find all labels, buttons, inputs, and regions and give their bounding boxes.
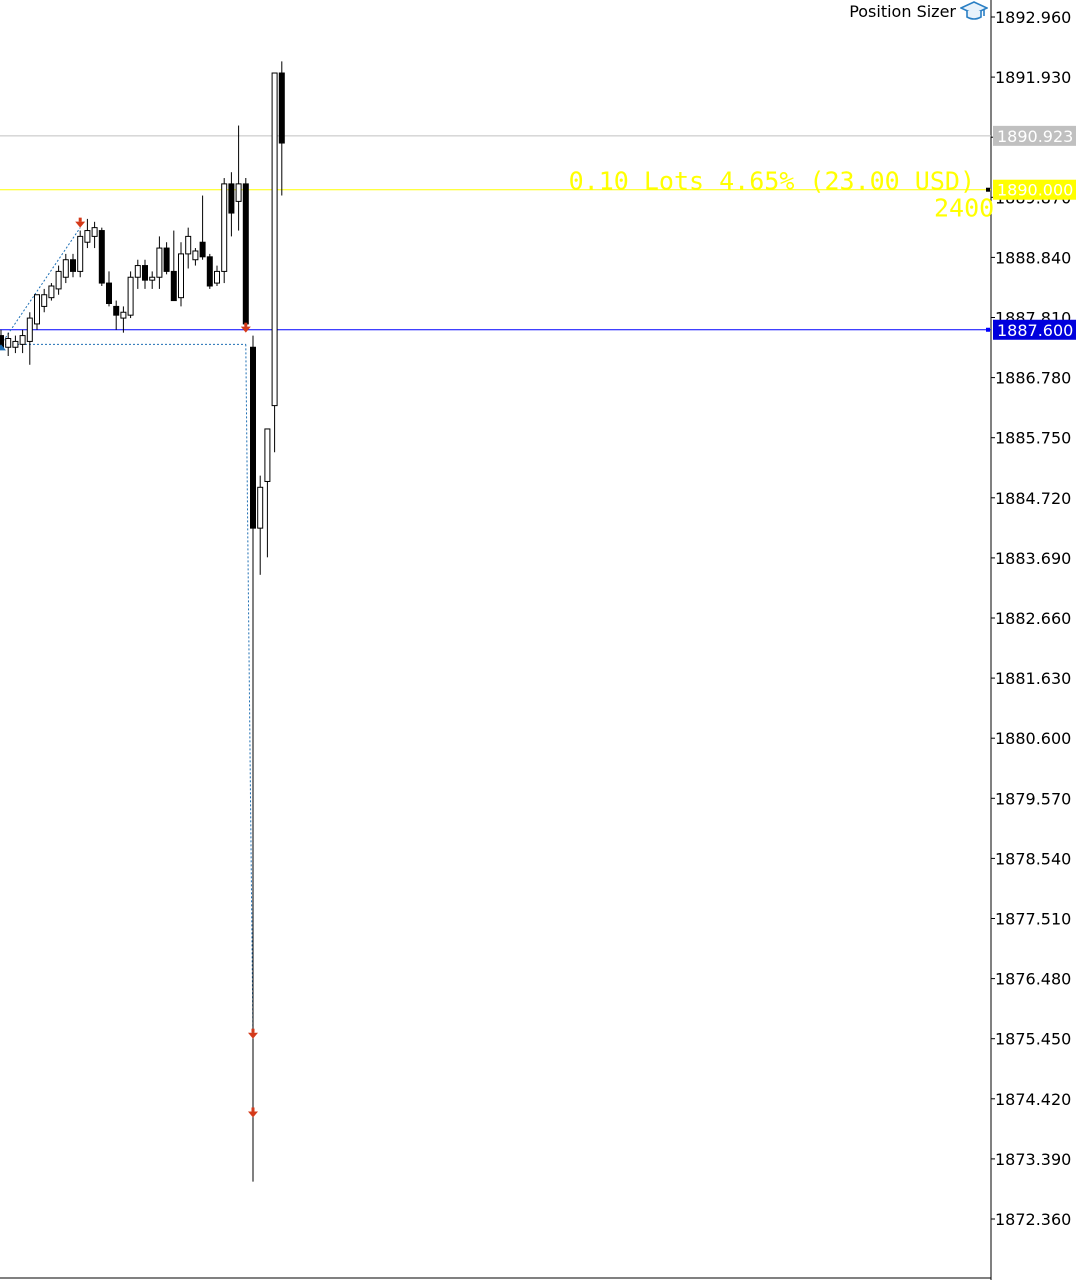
price-tick-label: 1873.390 xyxy=(995,1150,1071,1169)
candle-body[interactable] xyxy=(12,340,19,348)
candle-body[interactable] xyxy=(91,227,98,237)
price-tick-label: 1881.630 xyxy=(995,669,1071,688)
price-tag-label-entry: 1890.000 xyxy=(997,181,1073,200)
candle-body[interactable] xyxy=(34,294,40,325)
price-tag-label-stop-loss: 1887.600 xyxy=(997,321,1073,340)
candle-body[interactable] xyxy=(106,282,112,304)
candle-body[interactable] xyxy=(98,230,105,284)
candle-body[interactable] xyxy=(70,259,76,272)
price-tick-label: 1891.930 xyxy=(995,68,1071,87)
candle-body[interactable] xyxy=(192,250,199,261)
candle-body[interactable] xyxy=(84,230,91,243)
price-tick-label: 1875.450 xyxy=(995,1030,1071,1049)
candle-body[interactable] xyxy=(278,72,285,144)
price-tick-label: 1877.510 xyxy=(995,910,1071,929)
price-tick-label: 1874.420 xyxy=(995,1090,1071,1109)
stop-distance-points-label: 2400 xyxy=(934,194,994,223)
sell-arrow-stem xyxy=(251,1028,255,1033)
price-tag-entry[interactable] xyxy=(993,179,1076,200)
candle-body[interactable] xyxy=(41,294,48,307)
candle-body[interactable] xyxy=(214,270,220,284)
sell-arrow-stem xyxy=(244,322,248,327)
sell-arrow-stem xyxy=(251,1107,255,1112)
price-tick-label: 1886.780 xyxy=(995,369,1071,388)
sell-arrow-icon[interactable] xyxy=(75,221,86,228)
candle-body[interactable] xyxy=(26,317,33,342)
candle-body[interactable] xyxy=(5,338,12,348)
graduation-cap-icon[interactable] xyxy=(960,0,988,22)
price-tick-label: 1882.660 xyxy=(995,609,1071,628)
position-sizer-title[interactable]: Position Sizer xyxy=(849,1,956,21)
candle-body[interactable] xyxy=(250,346,256,529)
candle-body[interactable] xyxy=(178,253,184,299)
candle-body[interactable] xyxy=(113,305,120,316)
candle-body[interactable] xyxy=(48,285,55,299)
sell-arrow-icon[interactable] xyxy=(248,1032,258,1039)
candle-body[interactable] xyxy=(221,183,228,272)
candle-body[interactable] xyxy=(120,311,127,319)
price-tick-label: 1876.480 xyxy=(995,970,1071,989)
price-tag-marker xyxy=(986,187,990,192)
price-tag-bid[interactable] xyxy=(993,125,1076,146)
candle-body[interactable] xyxy=(62,259,69,278)
trade-link xyxy=(0,227,81,345)
position-size-label: 0.10 Lots 4.65% (23.00 USD) xyxy=(569,167,975,196)
price-tick-label: 1888.840 xyxy=(995,248,1071,267)
price-tick-label: 1872.360 xyxy=(995,1210,1071,1229)
sell-arrow-stem xyxy=(78,217,82,222)
price-tag-stop-loss[interactable] xyxy=(993,319,1076,340)
candle-body[interactable] xyxy=(163,247,170,272)
candle-body[interactable] xyxy=(170,270,177,302)
candle-body[interactable] xyxy=(206,256,213,287)
candle-body[interactable] xyxy=(77,235,84,272)
price-tag-marker xyxy=(986,327,990,332)
candle-body[interactable] xyxy=(142,265,148,281)
candle-body[interactable] xyxy=(235,183,242,202)
position-sizer-header[interactable]: Position Sizer xyxy=(849,0,988,22)
price-tick-label: 1892.960 xyxy=(995,8,1071,27)
buy-arrow-icon[interactable] xyxy=(0,344,6,351)
candle-body[interactable] xyxy=(257,486,264,529)
candle-body[interactable] xyxy=(127,276,134,316)
price-tick-label: 1879.570 xyxy=(995,789,1071,808)
candle-body[interactable] xyxy=(19,335,26,345)
candle-body[interactable] xyxy=(134,265,141,278)
candle-body[interactable] xyxy=(264,428,271,482)
candle-body[interactable] xyxy=(156,247,163,278)
price-tag-label-bid: 1890.923 xyxy=(997,127,1073,146)
candle-body[interactable] xyxy=(228,183,235,214)
candle-body[interactable] xyxy=(199,241,206,258)
price-tick-label: 1878.540 xyxy=(995,849,1071,868)
price-tick-label: 1883.690 xyxy=(995,549,1071,568)
sell-arrow-icon[interactable] xyxy=(248,1111,258,1118)
candle-body[interactable] xyxy=(242,183,249,325)
price-tick-label: 1880.600 xyxy=(995,729,1071,748)
price-tick-label: 1885.750 xyxy=(995,429,1071,448)
sell-arrow-icon[interactable] xyxy=(240,326,251,333)
price-tick-label: 1884.720 xyxy=(995,489,1071,508)
candle-body[interactable] xyxy=(149,276,156,281)
candle-body[interactable] xyxy=(55,270,62,290)
candle-body[interactable] xyxy=(271,72,278,407)
candle-body[interactable] xyxy=(185,235,192,255)
